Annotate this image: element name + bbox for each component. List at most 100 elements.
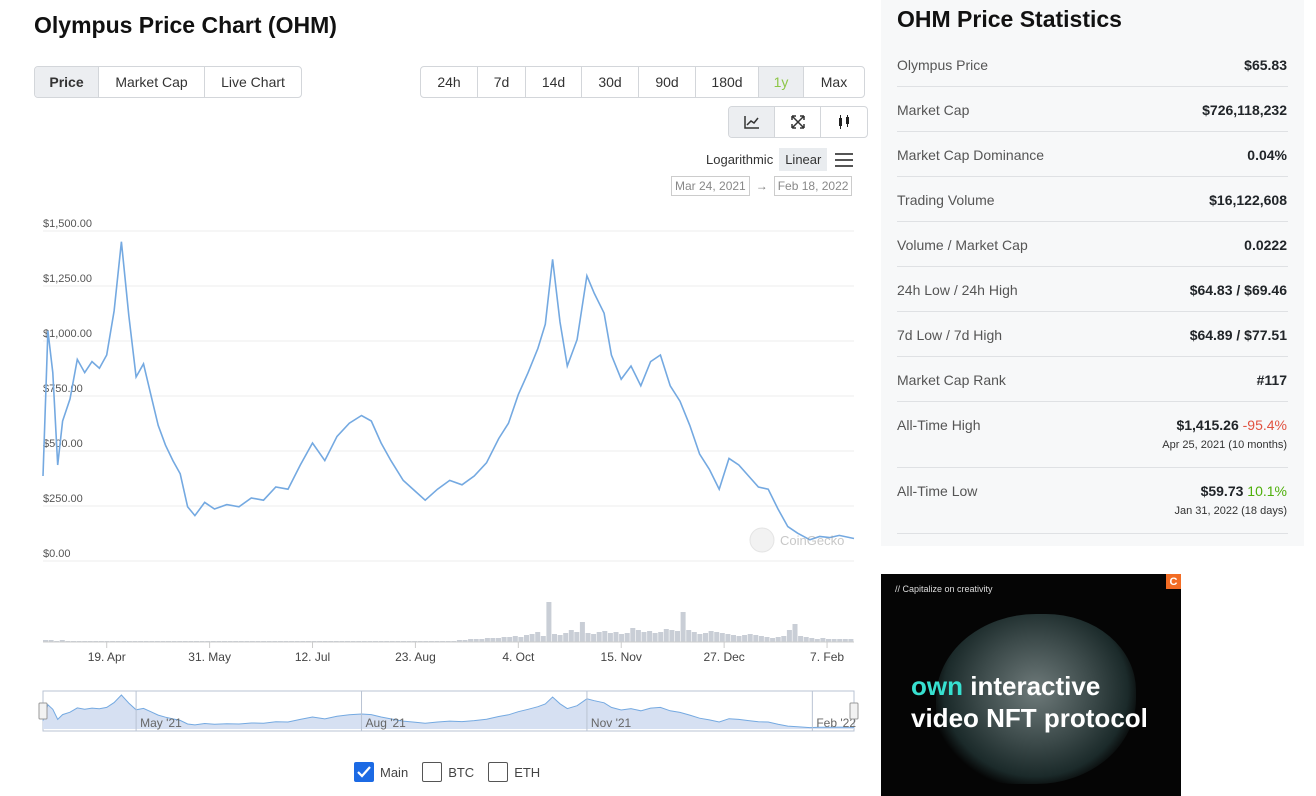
volume-bar: [574, 632, 580, 642]
volume-bar: [708, 631, 714, 642]
advertisement[interactable]: // Capitalize on creativity C own intera…: [881, 574, 1181, 796]
volume-bar: [691, 632, 697, 642]
navigator[interactable]: May '21 Aug '21 Nov '21 Feb '22: [38, 690, 859, 732]
atl-change: 10.1%: [1247, 483, 1287, 499]
volume-bar: [456, 640, 462, 642]
stat-label: 24h Low / 24h High: [897, 282, 1018, 298]
volume-bar: [563, 633, 569, 642]
volume-bar: [462, 640, 468, 642]
linear-option[interactable]: Linear: [779, 148, 828, 171]
date-from-input[interactable]: Mar 24, 2021: [671, 176, 750, 196]
range-14d-button[interactable]: 14d: [526, 67, 582, 97]
main-checkbox[interactable]: [354, 762, 374, 782]
volume-bar: [731, 635, 736, 642]
volume-bar: [613, 632, 619, 642]
volume-bar: [512, 636, 518, 642]
volume-bar: [753, 635, 759, 642]
volume-bar: [607, 633, 613, 642]
volume-bar: [663, 629, 669, 642]
volume-bar: [557, 635, 563, 642]
tab-price[interactable]: Price: [35, 67, 99, 97]
y-tick-label: $750.00: [43, 383, 83, 395]
volume-bar: [786, 630, 792, 642]
stat-value: 0.0222: [1244, 237, 1287, 253]
volume-bar: [479, 639, 485, 642]
compare-btc[interactable]: BTC: [422, 762, 474, 782]
tab-live-chart[interactable]: Live Chart: [221, 74, 285, 90]
volume-bar: [814, 639, 820, 642]
stat-row-rank: Market Cap Rank #117: [897, 357, 1288, 402]
volume-bar: [552, 634, 557, 642]
stat-label: Olympus Price: [897, 57, 989, 73]
line-chart-icon: [743, 116, 759, 129]
stat-row-volume-mcap: Volume / Market Cap 0.0222: [897, 222, 1288, 267]
ad-caption: // Capitalize on creativity: [895, 584, 993, 594]
atl-value: $59.73: [1200, 483, 1244, 499]
range-30d-button[interactable]: 30d: [582, 67, 639, 97]
x-tick-label: 27. Dec: [703, 650, 744, 664]
compare-main[interactable]: Main: [354, 762, 408, 782]
volume-bar: [579, 622, 585, 642]
volume-bar: [770, 638, 776, 642]
volume-bar: [719, 633, 725, 642]
stat-label: Market Cap Rank: [897, 372, 1006, 388]
stat-row-volume: Trading Volume $16,122,608: [897, 177, 1288, 222]
navigator-right-handle[interactable]: [849, 702, 859, 720]
stat-row-7d-range: 7d Low / 7d High $64.89 / $77.51: [897, 312, 1288, 357]
stat-value: $59.73 10.1%: [1201, 483, 1287, 499]
volume-bar: [848, 639, 854, 642]
range-max-button[interactable]: Max: [820, 74, 848, 90]
navigator-label: Nov '21: [591, 716, 632, 730]
stat-row-24h-range: 24h Low / 24h High $64.83 / $69.46: [897, 267, 1288, 312]
volume-bar: [652, 633, 658, 642]
chart-menu-icon[interactable]: [835, 152, 854, 167]
range-selector: 24h 7d 14d 30d 90d 180d 1y Max: [420, 66, 865, 98]
volume-bar: [546, 602, 552, 642]
volume-bar: [647, 631, 653, 642]
navigator-label: May '21: [140, 716, 182, 730]
stat-value: $64.89 / $77.51: [1189, 327, 1287, 343]
btc-checkbox[interactable]: [422, 762, 443, 782]
chart-tools: [728, 106, 868, 138]
range-24h-button[interactable]: 24h: [421, 67, 478, 97]
volume-bar: [736, 636, 742, 642]
x-tick-label: 7. Feb: [810, 650, 844, 664]
page-title: Olympus Price Chart (OHM): [34, 12, 337, 38]
x-tick-label: 12. Jul: [295, 650, 330, 664]
ad-artwork: [936, 614, 1136, 784]
stat-label: Trading Volume: [897, 192, 995, 208]
ad-headline-rest: interactive: [963, 671, 1101, 701]
y-tick-label: $0.00: [43, 548, 71, 560]
volume-bar: [518, 637, 524, 642]
volume-bar: [490, 638, 496, 642]
range-7d-button[interactable]: 7d: [478, 67, 526, 97]
compare-eth[interactable]: ETH: [488, 762, 540, 782]
range-1y-button[interactable]: 1y: [759, 67, 804, 97]
expand-button[interactable]: [775, 107, 821, 137]
stats-panel: OHM Price Statistics Olympus Price $65.8…: [881, 0, 1304, 546]
main-label: Main: [380, 764, 409, 780]
candlestick-button[interactable]: [821, 107, 867, 137]
line-chart-button[interactable]: [729, 107, 775, 137]
ath-date: Apr 25, 2021 (10 months): [1162, 439, 1287, 451]
expand-icon: [790, 115, 805, 129]
logarithmic-option[interactable]: Logarithmic: [706, 152, 774, 167]
eth-checkbox[interactable]: [488, 762, 509, 782]
tab-market-cap[interactable]: Market Cap: [99, 67, 205, 97]
range-180d-button[interactable]: 180d: [696, 67, 759, 97]
range-90d-button[interactable]: 90d: [639, 67, 696, 97]
date-to-input[interactable]: Feb 18, 2022: [773, 176, 853, 196]
volume-bar: [48, 640, 54, 642]
y-tick-label: $1,500.00: [43, 218, 92, 230]
scale-selector: Logarithmic Linear: [700, 148, 854, 171]
watermark-text: CoinGecko: [780, 533, 844, 548]
volume-bar: [820, 638, 826, 642]
stat-row-price: Olympus Price $65.83: [897, 42, 1288, 87]
volume-bar: [775, 637, 781, 642]
stats-title: OHM Price Statistics: [897, 6, 1122, 32]
navigator-left-handle[interactable]: [38, 702, 48, 720]
y-tick-label: $1,250.00: [43, 273, 92, 285]
volume-bar: [43, 640, 48, 642]
checkmark-icon: [357, 766, 371, 778]
y-tick-label: $500.00: [43, 438, 83, 450]
